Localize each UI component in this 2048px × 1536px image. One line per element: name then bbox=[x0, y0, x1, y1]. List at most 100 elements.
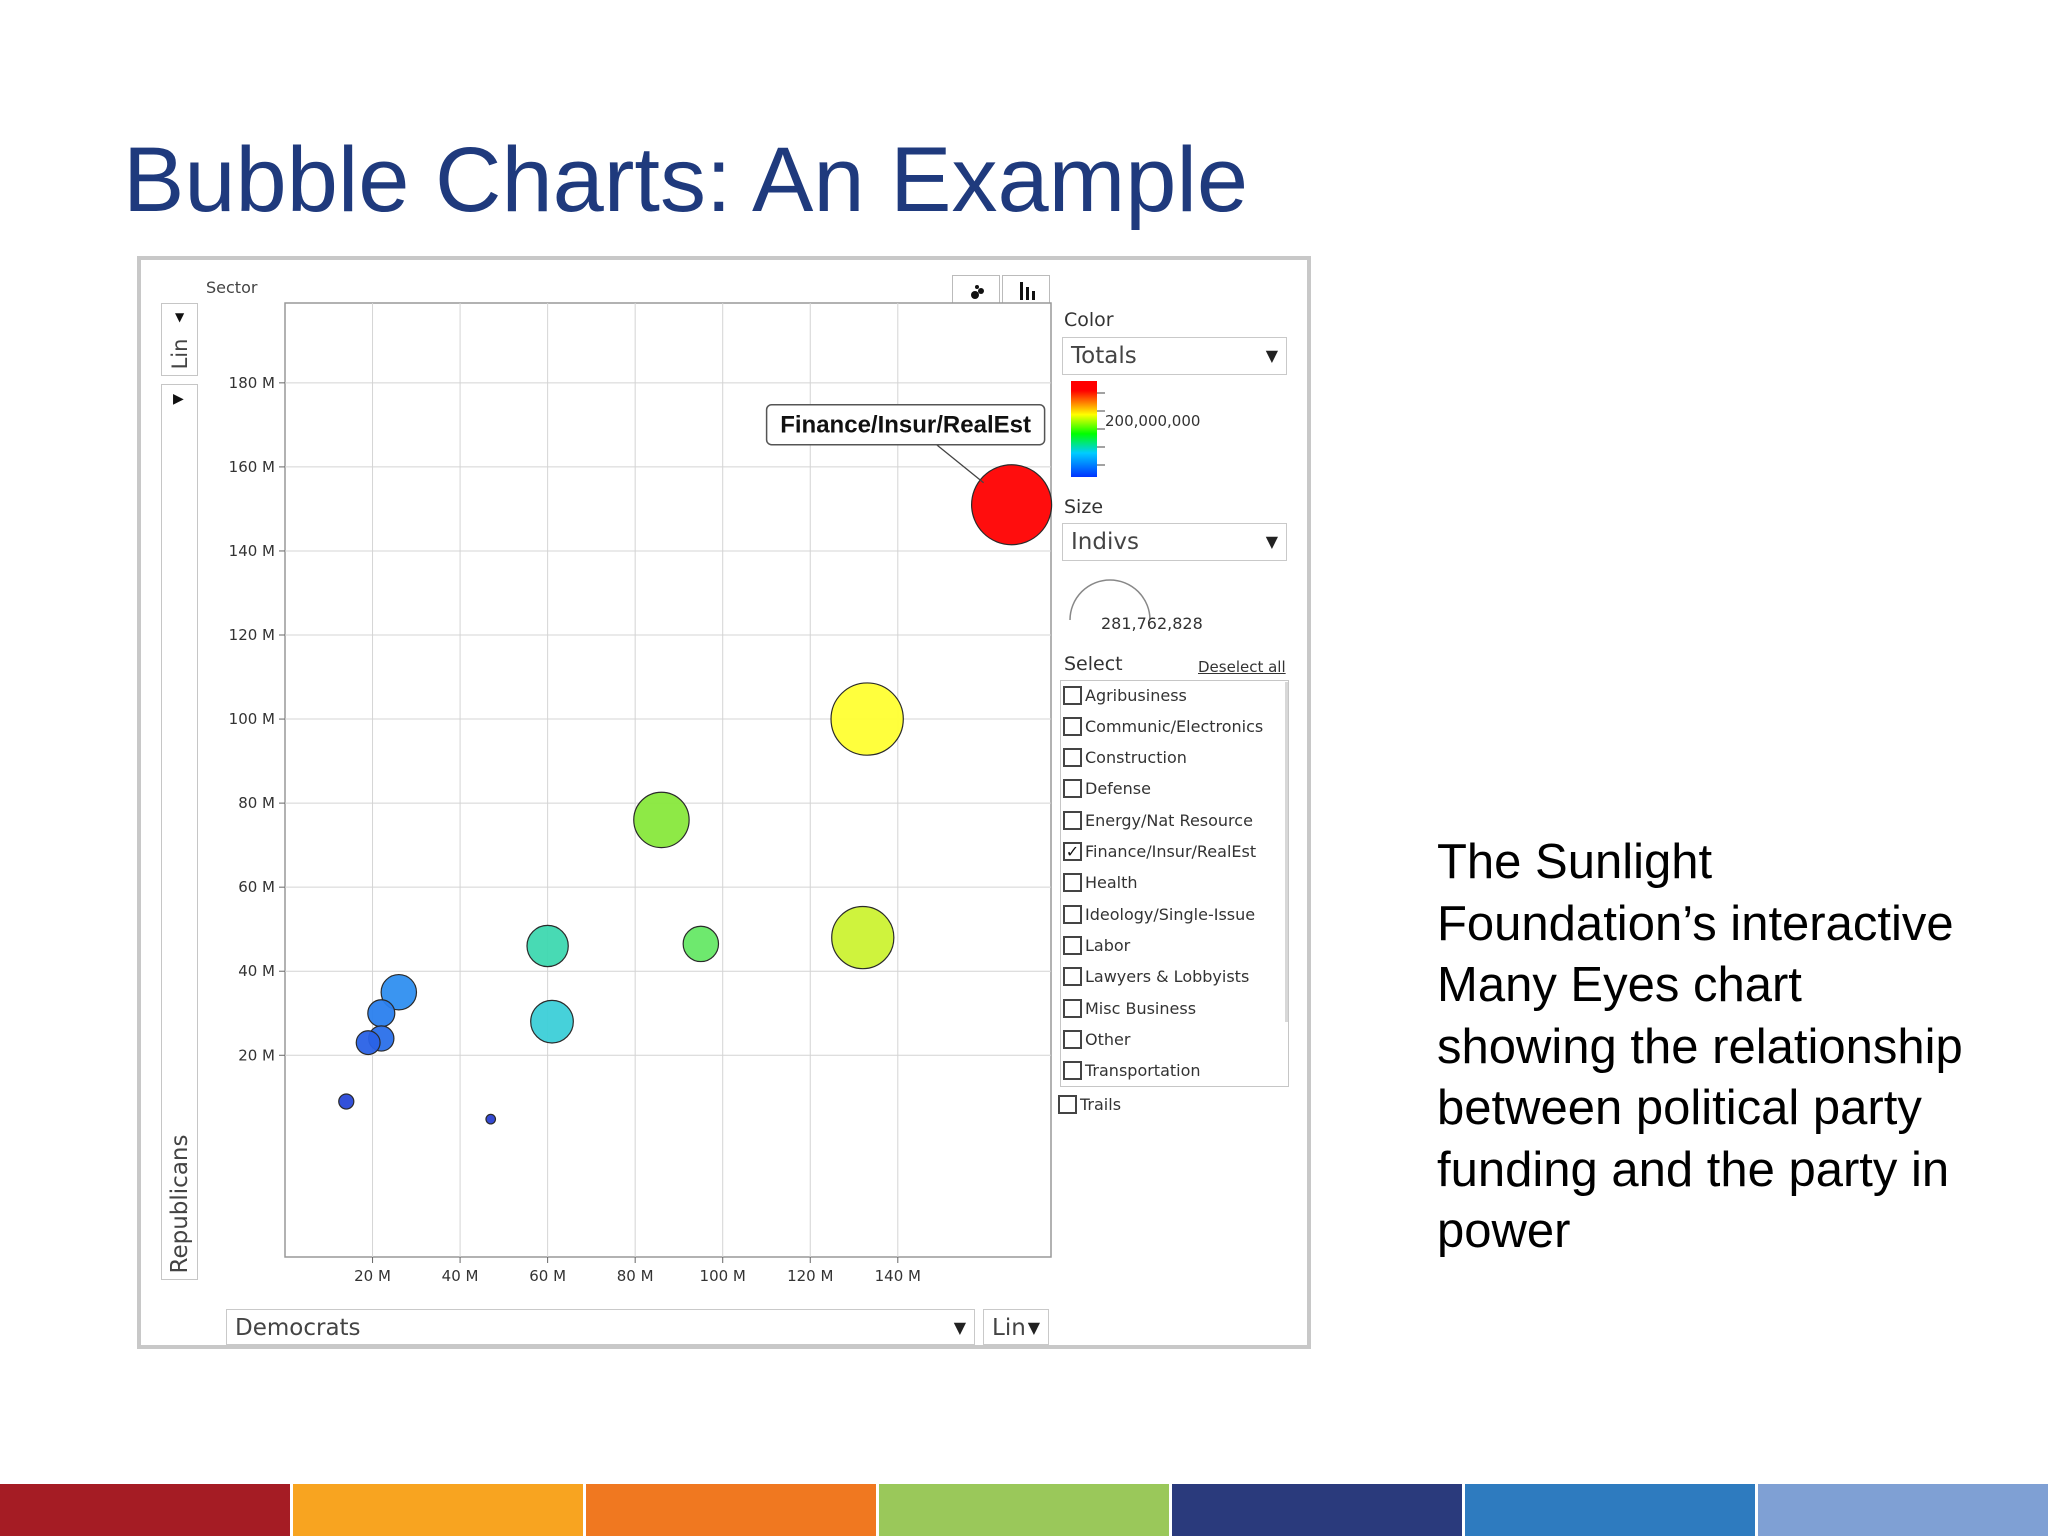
select-label: Select bbox=[1064, 653, 1123, 675]
callout-label: Finance/Insur/RealEst bbox=[780, 412, 1031, 439]
sector-option-label: Communic/Electronics bbox=[1085, 716, 1264, 736]
bubble[interactable] bbox=[380, 973, 418, 1011]
x-scale-select-value: Lin bbox=[992, 1315, 1026, 1341]
sector-option[interactable]: Agribusiness bbox=[1063, 681, 1187, 709]
trails-toggle[interactable]: Trails bbox=[1058, 1090, 1121, 1118]
bubble[interactable] bbox=[526, 924, 569, 968]
play-icon[interactable]: ▶ bbox=[173, 391, 184, 407]
y-scale-arrow: ▼ bbox=[175, 310, 185, 324]
size-select[interactable]: Indivs ▼ bbox=[1062, 523, 1287, 561]
color-legend-ticks bbox=[1097, 392, 1105, 466]
bubble[interactable] bbox=[338, 1093, 355, 1110]
y-tick-label: 140 M bbox=[229, 542, 275, 560]
y-axis-select-value: Republicans bbox=[167, 1134, 193, 1274]
bubble[interactable] bbox=[367, 999, 396, 1028]
bubble[interactable] bbox=[485, 1113, 497, 1125]
sector-checkbox[interactable] bbox=[1063, 810, 1082, 830]
sector-checkbox[interactable] bbox=[1063, 716, 1082, 736]
callout-box bbox=[765, 403, 1046, 446]
trails-checkbox[interactable] bbox=[1058, 1094, 1077, 1114]
size-label: Size bbox=[1064, 496, 1104, 518]
y-tick-label: 120 M bbox=[229, 626, 275, 644]
footer-color-segment bbox=[293, 1484, 583, 1536]
sector-option-label: Energy/Nat Resource bbox=[1085, 810, 1253, 830]
deselect-all-link[interactable]: Deselect all bbox=[1198, 658, 1286, 676]
x-tick-label: 40 M bbox=[442, 1267, 479, 1285]
sector-checkbox[interactable] bbox=[1063, 1029, 1082, 1049]
bubble-view-icon bbox=[971, 285, 984, 299]
bubble[interactable] bbox=[831, 905, 895, 970]
sector-checkbox[interactable] bbox=[1063, 998, 1082, 1018]
bubble[interactable] bbox=[830, 682, 904, 756]
size-legend-arc bbox=[1069, 579, 1151, 621]
footer-color-bar bbox=[0, 1484, 2048, 1536]
sector-option[interactable]: Other bbox=[1063, 1025, 1130, 1053]
bubble[interactable] bbox=[971, 464, 1053, 546]
bar-view-icon bbox=[1020, 282, 1035, 300]
chevron-down-icon: ▼ bbox=[1265, 532, 1278, 551]
color-label: Color bbox=[1064, 309, 1114, 331]
sector-checkbox[interactable] bbox=[1063, 685, 1082, 705]
sector-option[interactable]: Misc Business bbox=[1063, 994, 1196, 1022]
y-scale-toggle[interactable]: ▼ Lin bbox=[161, 303, 198, 376]
y-tick-label: 100 M bbox=[229, 710, 275, 728]
footer-color-segment bbox=[0, 1484, 290, 1536]
x-tick-label: 120 M bbox=[787, 1267, 833, 1285]
trails-label: Trails bbox=[1080, 1094, 1122, 1114]
sector-option[interactable]: Transportation bbox=[1063, 1057, 1201, 1085]
sector-list-scrollbar[interactable] bbox=[1285, 682, 1288, 1022]
x-scale-select[interactable]: Lin ▼ bbox=[983, 1309, 1049, 1345]
x-axis-select-value: Democrats bbox=[235, 1315, 361, 1341]
sector-option[interactable]: Communic/Electronics bbox=[1063, 712, 1263, 740]
color-select[interactable]: Totals ▼ bbox=[1062, 337, 1287, 375]
sector-option-label: Construction bbox=[1085, 748, 1187, 768]
chevron-down-icon: ▼ bbox=[953, 1318, 966, 1337]
sector-option-label: Lawyers & Lobbyists bbox=[1085, 967, 1250, 987]
footer-color-segment bbox=[1465, 1484, 1755, 1536]
bar-view-button[interactable] bbox=[1002, 275, 1050, 304]
sector-label: Sector bbox=[206, 278, 258, 297]
x-axis-select[interactable]: Democrats ▼ bbox=[226, 1309, 975, 1345]
footer-color-segment bbox=[1172, 1484, 1462, 1536]
y-tick-label: 20 M bbox=[238, 1046, 275, 1064]
sector-checkbox[interactable] bbox=[1063, 748, 1082, 768]
x-tick-label: 100 M bbox=[700, 1267, 746, 1285]
sector-option[interactable]: Construction bbox=[1063, 744, 1187, 772]
y-tick-label: 80 M bbox=[238, 794, 275, 812]
bubble[interactable] bbox=[682, 925, 720, 963]
sector-option-label: Finance/Insur/RealEst bbox=[1085, 842, 1257, 861]
sector-checkbox[interactable] bbox=[1063, 779, 1082, 799]
y-tick-label: 160 M bbox=[229, 458, 275, 476]
sector-option[interactable]: ✓ Finance/Insur/RealEst bbox=[1063, 838, 1256, 866]
slide-description: The Sunlight Foundation’s interactive Ma… bbox=[1437, 835, 1963, 1258]
sector-option[interactable]: Defense bbox=[1063, 775, 1151, 803]
sector-option-label: Ideology/Single-Issue bbox=[1085, 904, 1256, 924]
sector-option-label: Agribusiness bbox=[1085, 685, 1187, 705]
size-select-value: Indivs bbox=[1071, 529, 1139, 555]
color-gradient-legend bbox=[1071, 381, 1097, 477]
sector-checkbox[interactable] bbox=[1063, 873, 1082, 893]
sector-option[interactable]: Ideology/Single-Issue bbox=[1063, 900, 1255, 928]
sector-checkbox[interactable] bbox=[1063, 1061, 1082, 1081]
y-tick-label: 40 M bbox=[238, 962, 275, 980]
x-tick-label: 60 M bbox=[529, 1267, 566, 1285]
x-tick-label: 20 M bbox=[354, 1267, 391, 1285]
sector-option-label: Defense bbox=[1085, 779, 1151, 799]
bubble[interactable] bbox=[355, 1030, 381, 1056]
bubble[interactable] bbox=[530, 999, 574, 1044]
y-axis-select[interactable]: ▶ Republicans bbox=[161, 384, 198, 1280]
sector-checkbox[interactable] bbox=[1063, 967, 1082, 987]
y-tick-label: 180 M bbox=[229, 374, 275, 392]
sector-checkbox[interactable] bbox=[1063, 904, 1082, 924]
sector-option[interactable]: Health bbox=[1063, 869, 1138, 897]
sector-option[interactable]: Energy/Nat Resource bbox=[1063, 806, 1253, 834]
x-tick-label: 80 M bbox=[617, 1267, 654, 1285]
bubble-chart: 20 M 40 M 60 M 80 M 100 M 120 M 140 M 20 M 40 M 6… bbox=[229, 302, 1053, 1285]
sector-checkbox[interactable] bbox=[1063, 935, 1082, 955]
sector-option[interactable]: Lawyers & Lobbyists bbox=[1063, 963, 1249, 991]
size-max-label: 281,762,828 bbox=[1101, 614, 1203, 633]
sector-option[interactable]: Labor bbox=[1063, 931, 1130, 959]
sector-checkbox[interactable]: ✓ bbox=[1063, 842, 1082, 861]
sector-option-label: Labor bbox=[1085, 935, 1131, 955]
bubble[interactable] bbox=[633, 791, 690, 849]
